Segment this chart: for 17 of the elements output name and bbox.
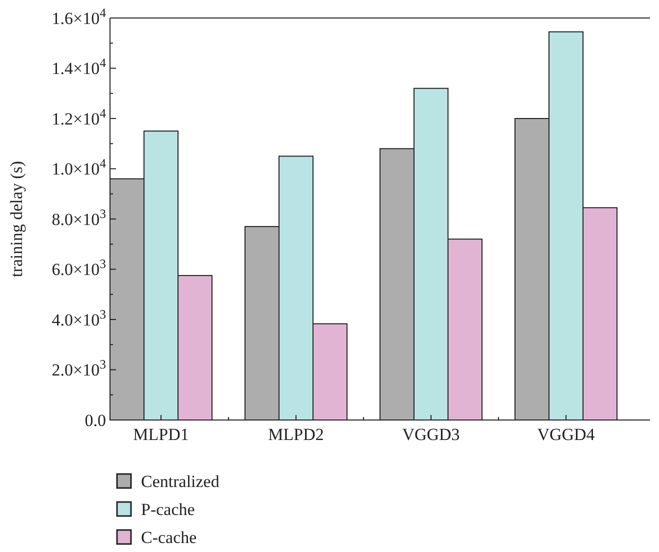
y-tick-label: 2.0×10$^{3}$: [52, 358, 106, 380]
y-tick-label: 4.0×10$^{3}$: [52, 307, 106, 330]
y-tick-label: 0.0: [84, 410, 106, 430]
y-axis-title: training delay (s): [7, 160, 26, 278]
x-tick-label: VGGD3: [402, 425, 460, 444]
y-tick-label: 8.0×10$^{3}$: [52, 206, 106, 229]
x-tick-label: VGGD4: [537, 425, 596, 444]
y-tick-label: 1.0×10$^{4}$: [52, 156, 107, 179]
x-tick-label: MLPD2: [268, 425, 324, 444]
legend-label: P-cache: [141, 500, 195, 519]
y-tick-label: 1.4×10$^{4}$: [52, 56, 107, 78]
y-tick-label: 1.6×10$^{4}$: [52, 6, 107, 28]
y-tick-label: 6.0×10$^{3}$: [52, 257, 106, 280]
x-tick-label: MLPD1: [133, 425, 189, 444]
legend-label: C-cache: [141, 528, 197, 547]
legend-label: Centralized: [141, 472, 220, 491]
y-tick-label: 1.2×10$^{4}$: [52, 106, 107, 128]
